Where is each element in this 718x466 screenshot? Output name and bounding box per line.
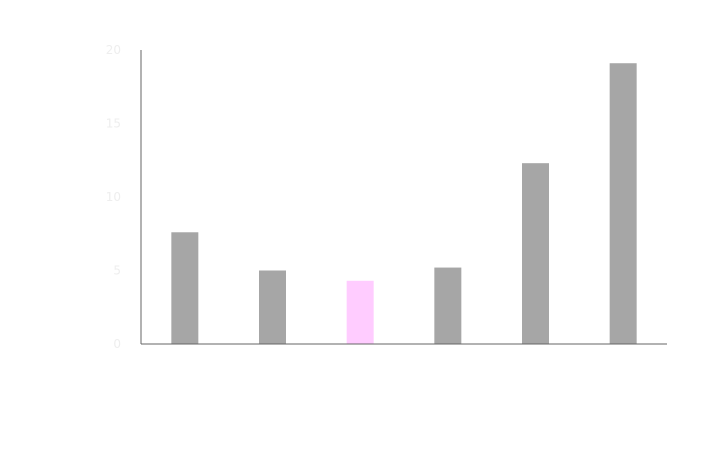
y-tick-label: 10 <box>106 190 121 204</box>
y-tick-label: 0 <box>113 337 121 351</box>
bar <box>259 270 286 344</box>
bar-highlighted <box>346 280 374 344</box>
bar <box>609 63 637 344</box>
bars <box>171 63 637 344</box>
y-tick-label: 5 <box>113 264 121 278</box>
bar <box>434 267 462 344</box>
y-tick-label: 20 <box>106 43 121 57</box>
y-tick-label: 15 <box>106 117 121 131</box>
y-axis-ticks: 0 5 10 15 20 <box>106 43 121 351</box>
bar <box>522 163 549 344</box>
bar <box>171 232 199 344</box>
